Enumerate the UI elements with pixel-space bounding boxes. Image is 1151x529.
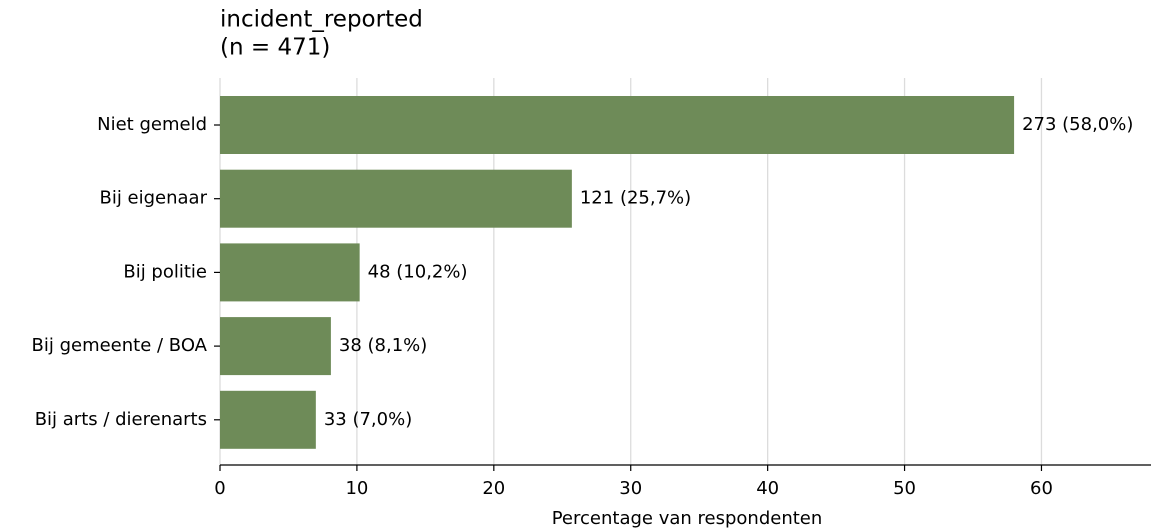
value-label: 48 (10,2%)	[368, 261, 468, 282]
y-tick-label: Bij eigenaar	[99, 188, 207, 209]
chart-title: incident_reported	[220, 7, 423, 33]
x-tick-label: 40	[756, 478, 779, 499]
x-tick-label: 60	[1030, 478, 1053, 499]
bar	[220, 96, 1015, 154]
bar	[220, 169, 572, 228]
x-tick-label: 20	[482, 478, 505, 499]
y-tick-label: Niet gemeld	[97, 114, 207, 135]
value-label: 38 (8,1%)	[339, 335, 427, 356]
x-tick-label: 50	[893, 478, 916, 499]
value-label: 273 (58,0%)	[1022, 114, 1133, 135]
y-tick-label: Bij arts / dierenarts	[35, 409, 207, 430]
x-tick-label: 0	[214, 478, 225, 499]
chart-subtitle: (n = 471)	[220, 35, 330, 61]
bar	[220, 243, 360, 302]
bar	[220, 390, 316, 449]
bar	[220, 317, 331, 376]
x-tick-label: 10	[345, 478, 368, 499]
y-tick-label: Bij gemeente / BOA	[32, 335, 208, 356]
x-tick-label: 30	[619, 478, 642, 499]
value-label: 121 (25,7%)	[580, 188, 691, 209]
y-tick-label: Bij politie	[123, 261, 207, 282]
value-label: 33 (7,0%)	[324, 409, 412, 430]
x-axis-label: Percentage van respondenten	[552, 508, 823, 529]
